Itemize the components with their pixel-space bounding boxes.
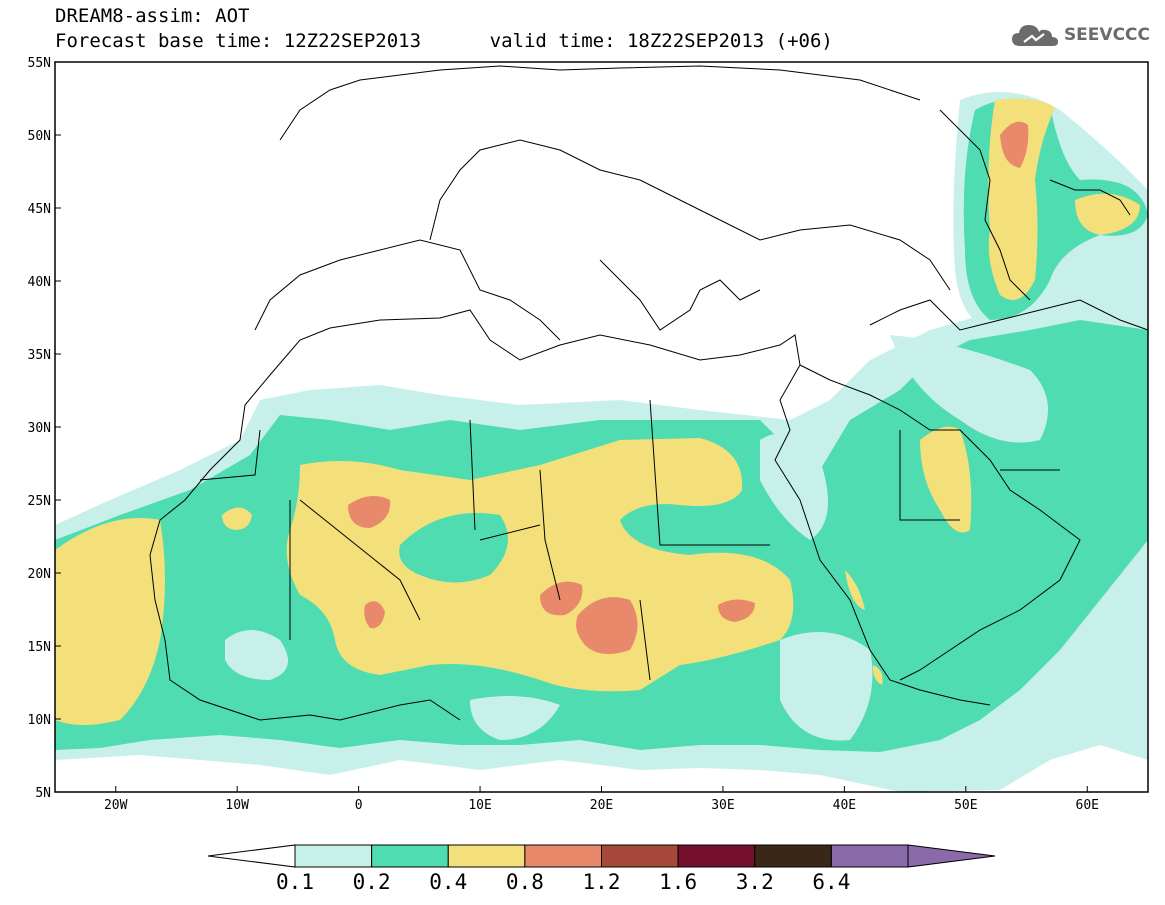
aot-band-0.8-1.2 bbox=[348, 121, 1029, 654]
lon-label: 40E bbox=[833, 798, 856, 813]
colorbar-swatch bbox=[447, 844, 526, 868]
colorbar-label: 1.2 bbox=[583, 870, 621, 894]
colorbar-label: 0.8 bbox=[506, 870, 544, 894]
lat-label: 5N bbox=[35, 786, 51, 801]
lon-label: 60E bbox=[1076, 798, 1099, 813]
lat-label: 35N bbox=[28, 348, 51, 363]
lat-label: 10N bbox=[28, 713, 51, 728]
lat-label: 20N bbox=[28, 567, 51, 582]
lat-label: 30N bbox=[28, 421, 51, 436]
coastlines-borders bbox=[149, 65, 1148, 721]
colorbar-label: 3.2 bbox=[736, 870, 774, 894]
lat-label: 15N bbox=[28, 640, 51, 655]
map-title: DREAM8-assim: AOT bbox=[55, 5, 250, 27]
colorbar-swatch bbox=[754, 844, 832, 868]
lon-label: 20E bbox=[590, 798, 613, 813]
aot-fields bbox=[55, 62, 1148, 792]
colorbar-label: 0.4 bbox=[429, 870, 467, 894]
colorbar-swatch bbox=[830, 844, 909, 868]
longitude-axis: 20W 10W 0 10E 20E 30E 40E 50E 60E bbox=[104, 786, 1099, 813]
aot-colorbar: 0.1 0.2 0.4 0.8 1.2 1.6 3.2 6.4 bbox=[207, 844, 996, 894]
colorbar-swatch bbox=[601, 844, 679, 868]
cloud-icon bbox=[1011, 25, 1058, 46]
lon-label: 10W bbox=[225, 798, 249, 813]
colorbar-max-arrow bbox=[907, 844, 996, 868]
lon-label: 50E bbox=[954, 798, 977, 813]
lat-label: 25N bbox=[28, 494, 51, 509]
colorbar-swatch bbox=[677, 844, 756, 868]
colorbar-min-arrow bbox=[207, 844, 296, 868]
colorbar-label: 1.6 bbox=[659, 870, 697, 894]
lon-label: 0 bbox=[355, 798, 363, 813]
lat-label: 50N bbox=[28, 129, 51, 144]
logo-text: SEEVCCC bbox=[1063, 25, 1150, 45]
seevccc-logo: SEEVCCC bbox=[1010, 22, 1150, 48]
lat-label: 55N bbox=[28, 56, 51, 71]
colorbar-label: 6.4 bbox=[812, 870, 850, 894]
colorbar-label: 0.2 bbox=[353, 870, 391, 894]
lat-label: 40N bbox=[28, 275, 51, 290]
colorbar-label: 0.1 bbox=[276, 870, 314, 894]
colorbar-swatch bbox=[524, 844, 602, 868]
colorbar-swatch bbox=[371, 844, 449, 868]
lon-label: 20W bbox=[104, 798, 128, 813]
lon-label: 30E bbox=[711, 798, 734, 813]
forecast-times: Forecast base time: 12Z22SEP2013 valid t… bbox=[55, 30, 833, 52]
lat-label: 45N bbox=[28, 202, 51, 217]
colorbar-swatch bbox=[294, 844, 373, 868]
latitude-axis: 55N 50N 45N 40N 35N 30N 25N 20N 15N 10N 5N bbox=[28, 56, 61, 801]
lon-label: 10E bbox=[468, 798, 491, 813]
aot-band-0.4-0.8 bbox=[286, 438, 794, 692]
